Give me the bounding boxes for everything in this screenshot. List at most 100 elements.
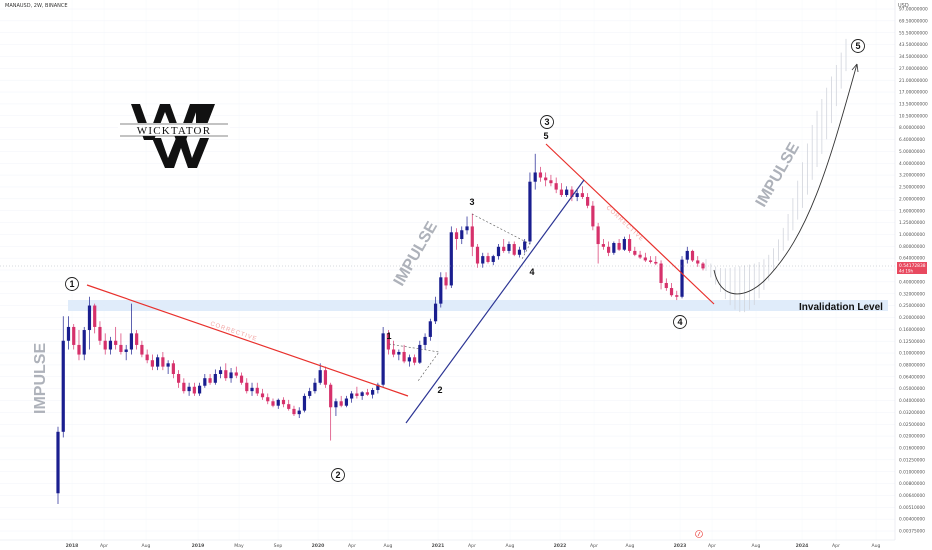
time-tick-label: Apr — [590, 543, 598, 549]
price-tick-label: 0.32000000 — [899, 291, 925, 297]
last-price-box — [897, 262, 927, 274]
candle-body — [287, 404, 291, 409]
subwave-3-label: 3 — [469, 197, 474, 207]
candle-body — [376, 384, 380, 391]
candle-body — [418, 344, 422, 363]
time-tick-label: Apr — [348, 543, 356, 549]
wave-3-label: 3 — [544, 117, 549, 127]
candle-body — [318, 370, 322, 383]
price-tick-label: 1.60000000 — [899, 208, 925, 214]
candle-body — [528, 181, 532, 242]
candle-body — [234, 372, 238, 376]
time-tick-label: Apr — [708, 543, 716, 549]
price-tick-label: 0.64000000 — [899, 256, 925, 262]
wicktator-logo: WICKTATOR — [118, 104, 230, 168]
impulse-label-mid: IMPULSE — [391, 219, 441, 289]
price-tick-label: 0.02500000 — [899, 422, 925, 428]
event-marker[interactable] — [695, 530, 703, 538]
invalidation-zone — [68, 300, 888, 311]
candle-body — [554, 183, 558, 190]
candle-body — [239, 375, 244, 383]
overlays: CORRECTIVE CORRECTIVE — [0, 63, 895, 424]
logo-text: WICKTATOR — [137, 125, 212, 137]
candle-body — [601, 244, 605, 247]
time-tick-label: Apr — [468, 543, 476, 549]
price-tick-label: 6.40000000 — [899, 137, 925, 143]
candle-body — [182, 382, 186, 392]
candle-body — [313, 382, 317, 392]
candle-body — [412, 357, 417, 363]
price-tick-label: 21.00000000 — [899, 78, 928, 84]
candle-body — [150, 360, 154, 367]
wave-2-circle — [331, 468, 345, 482]
candle-body — [423, 336, 427, 345]
candle-body — [276, 399, 280, 406]
price-tick-label: 17.00000000 — [899, 90, 928, 96]
candle-body — [308, 391, 312, 396]
time-tick-label: Aug — [872, 543, 881, 549]
candle-body — [302, 395, 307, 411]
candle-body — [177, 374, 181, 383]
impulse-labels: IMPULSE IMPULSE IMPULSE — [32, 140, 803, 414]
candle-body — [496, 246, 501, 257]
candle-body — [323, 370, 328, 385]
price-tick-label: 1.00000000 — [899, 232, 925, 238]
candle-body — [292, 408, 296, 415]
candle-body — [135, 333, 139, 345]
price-tick-label: 0.00375000 — [899, 529, 925, 535]
candle-body — [481, 256, 485, 264]
candle-body — [329, 384, 333, 408]
candle-body — [502, 246, 506, 251]
candle-body — [439, 277, 443, 304]
price-tick-label: 4.00000000 — [899, 161, 925, 167]
candle-body — [124, 349, 128, 352]
candle-body — [607, 246, 611, 253]
candle-body — [638, 254, 642, 258]
candle-body — [229, 372, 233, 379]
candle-body — [208, 378, 212, 383]
candle-body — [140, 344, 144, 355]
price-axis: 97.00000000 69.50000000 55.50000000 43.5000… — [894, 0, 928, 540]
impulse-label-right: IMPULSE — [753, 140, 803, 210]
candle-body — [224, 370, 228, 379]
event-marker-glyph — [697, 531, 701, 537]
wave-2-label: 2 — [335, 470, 340, 480]
candle-body — [281, 399, 286, 405]
time-tick-label: 2020 — [312, 543, 325, 549]
price-tick-label: 0.12500000 — [899, 339, 925, 345]
time-tick-label: Aug — [384, 543, 393, 549]
candle-body — [145, 354, 149, 361]
last-price-countdown: 4d 19h — [899, 269, 913, 274]
candle-body — [397, 351, 401, 355]
support-trendline — [405, 179, 585, 424]
candle-body — [433, 303, 438, 322]
price-tick-label: 0.01000000 — [899, 469, 925, 475]
wave-3-circle — [540, 115, 554, 129]
candle-body — [87, 305, 92, 331]
price-tick-label: 1.25000000 — [899, 220, 925, 226]
time-tick-label: 2023 — [674, 543, 687, 549]
candle-body — [66, 326, 71, 341]
price-tick-label: 0.04000000 — [899, 398, 925, 404]
price-tick-label: 8.00000000 — [899, 125, 925, 131]
candle-body — [475, 246, 480, 264]
candle-body — [386, 333, 390, 350]
price-tick-label: 0.00640000 — [899, 493, 925, 499]
candle-body — [454, 232, 459, 239]
candle-body — [360, 392, 364, 396]
time-tick-label: Apr — [100, 543, 108, 549]
downtrend-line-2 — [545, 143, 715, 305]
price-tick-label: 0.05000000 — [899, 386, 925, 392]
price-tick-label: 0.40000000 — [899, 279, 925, 285]
time-tick-label: Aug — [142, 543, 151, 549]
candle-body — [575, 193, 579, 197]
downtrend-line-1 — [86, 284, 409, 397]
candle-body — [627, 239, 632, 251]
candle-body — [465, 226, 469, 231]
price-tick-label: 43.50000000 — [899, 42, 928, 48]
candle-body — [72, 326, 76, 345]
candle-body — [355, 393, 359, 396]
price-tick-label: 55.50000000 — [899, 30, 928, 36]
